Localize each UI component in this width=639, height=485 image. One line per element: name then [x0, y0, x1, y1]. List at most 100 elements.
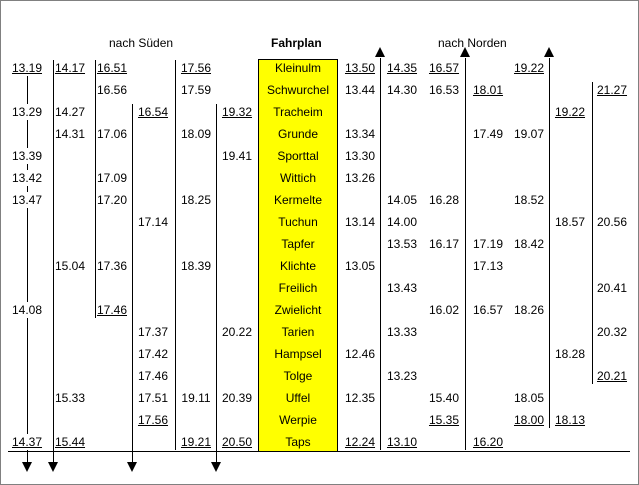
southbound-train-2-time: 14.27: [54, 105, 86, 119]
southbound-train-2-time: 14.31: [54, 127, 86, 141]
southbound-train-3-time: 16.51: [96, 61, 128, 75]
northbound-train-6-time: 19.22: [554, 105, 586, 119]
southbound-train-6-time: 19.32: [221, 105, 253, 119]
train-route-line: [27, 76, 28, 104]
northbound-train-4-time: 17.19: [472, 237, 504, 251]
southbound-train-4-time: 17.56: [137, 413, 169, 427]
southbound-train-2-time: 14.17: [54, 61, 86, 75]
northbound-train-3-time: 16.02: [428, 303, 460, 317]
southbound-train-3-time: 16.56: [96, 83, 128, 97]
northbound-train-2-time: 14.00: [386, 215, 418, 229]
northbound-train-2-time: 14.30: [386, 83, 418, 97]
northbound-train-5-time: 18.05: [513, 391, 545, 405]
southbound-train-3-time: 17.06: [96, 127, 128, 141]
station-name: Zwielicht: [274, 303, 322, 317]
southbound-train-1-time: 13.42: [11, 171, 43, 185]
train-route-line: [132, 104, 133, 462]
southbound-train-6-time: 19.41: [221, 149, 253, 163]
southbound-train-5-time: 18.25: [180, 193, 212, 207]
southbound-train-5-time: 17.59: [180, 83, 212, 97]
southbound-train-1-time: 13.47: [11, 193, 43, 207]
southbound-header: nach Süden: [109, 36, 174, 50]
station-name: Grunde: [277, 127, 319, 141]
southbound-arrow-icon: [48, 462, 58, 472]
southbound-train-1-time: 14.08: [11, 303, 43, 317]
northbound-train-1-time: 13.30: [344, 149, 376, 163]
station-name: Kermelte: [273, 193, 323, 207]
train-route-line: [175, 60, 176, 450]
northbound-train-6-time: 18.57: [554, 215, 586, 229]
northbound-train-7-time: 20.21: [596, 369, 628, 383]
northbound-train-2-time: 13.53: [386, 237, 418, 251]
northbound-train-5-time: 18.00: [513, 413, 545, 427]
southbound-arrow-icon: [211, 462, 221, 472]
station-name: Schwurchel: [266, 83, 330, 97]
southbound-train-4-time: 17.46: [137, 369, 169, 383]
station-name: Tapfer: [281, 237, 315, 251]
southbound-train-6-time: 20.22: [221, 325, 253, 339]
southbound-arrow-icon: [127, 462, 137, 472]
station-name: Kleinulm: [274, 61, 322, 75]
northbound-arrow-icon: [460, 47, 470, 57]
southbound-train-4-time: 16.54: [137, 105, 169, 119]
train-route-line: [27, 208, 28, 302]
southbound-train-4-time: 17.37: [137, 325, 169, 339]
train-route-line: [27, 450, 28, 462]
southbound-train-5-time: 19.21: [180, 435, 212, 449]
northbound-train-5-time: 18.42: [513, 237, 545, 251]
northbound-train-1-time: 13.14: [344, 215, 376, 229]
station-name: Uffel: [285, 391, 311, 405]
northbound-train-2-time: 13.33: [386, 325, 418, 339]
station-name: Wittich: [280, 171, 316, 185]
train-route-line: [465, 82, 466, 450]
train-route-line: [27, 318, 28, 434]
northbound-train-1-time: 13.50: [344, 61, 376, 75]
northbound-train-4-time: 16.57: [472, 303, 504, 317]
northbound-arrow-icon: [375, 47, 385, 57]
southbound-train-3-time: 17.20: [96, 193, 128, 207]
train-route-line: [27, 186, 28, 192]
northbound-train-1-time: 12.46: [344, 347, 376, 361]
southbound-train-4-time: 17.14: [137, 215, 169, 229]
southbound-train-6-time: 20.39: [221, 391, 253, 405]
northbound-train-4-time: 18.01: [472, 83, 504, 97]
station-name: Klichte: [279, 259, 317, 273]
northbound-train-2-time: 14.05: [386, 193, 418, 207]
northbound-train-3-time: 16.57: [428, 61, 460, 75]
southbound-train-3-time: 17.09: [96, 171, 128, 185]
northbound-train-1-time: 13.26: [344, 171, 376, 185]
southbound-train-5-time: 18.09: [180, 127, 212, 141]
northbound-train-5-time: 19.07: [513, 127, 545, 141]
station-name: Werpie: [279, 413, 317, 427]
station-name: Tuchun: [278, 215, 318, 229]
northbound-train-1-time: 13.05: [344, 259, 376, 273]
northbound-train-6-time: 18.28: [554, 347, 586, 361]
northbound-train-3-time: 15.35: [428, 413, 460, 427]
station-name: Tarien: [281, 325, 315, 339]
station-name: Tracheim: [273, 105, 323, 119]
northbound-train-4-time: 17.13: [472, 259, 504, 273]
northbound-train-4-time: 17.49: [472, 127, 504, 141]
train-route-line: [27, 164, 28, 170]
station-name: Tolge: [283, 369, 313, 383]
northbound-train-2-time: 13.43: [386, 281, 418, 295]
northbound-train-5-time: 19.22: [513, 61, 545, 75]
southbound-train-1-time: 13.19: [11, 61, 43, 75]
northbound-train-2-time: 14.35: [386, 61, 418, 75]
train-route-line: [216, 104, 217, 462]
southbound-train-1-time: 13.29: [11, 105, 43, 119]
southbound-train-3-time: 17.36: [96, 259, 128, 273]
station-name: Sporttal: [277, 149, 319, 163]
bottom-rule: [8, 451, 630, 452]
southbound-train-5-time: 19.11: [181, 391, 211, 405]
northbound-header: nach Norden: [438, 36, 507, 50]
southbound-train-3-time: 17.46: [96, 303, 128, 317]
train-route-line: [27, 120, 28, 148]
northbound-train-4-time: 16.20: [472, 435, 504, 449]
northbound-train-7-time: 20.56: [596, 215, 628, 229]
southbound-train-1-time: 13.39: [11, 149, 43, 163]
northbound-train-5-time: 18.26: [513, 303, 545, 317]
station-name: Freilich: [278, 281, 318, 295]
northbound-train-1-time: 12.35: [344, 391, 376, 405]
station-name: Taps: [285, 435, 311, 449]
